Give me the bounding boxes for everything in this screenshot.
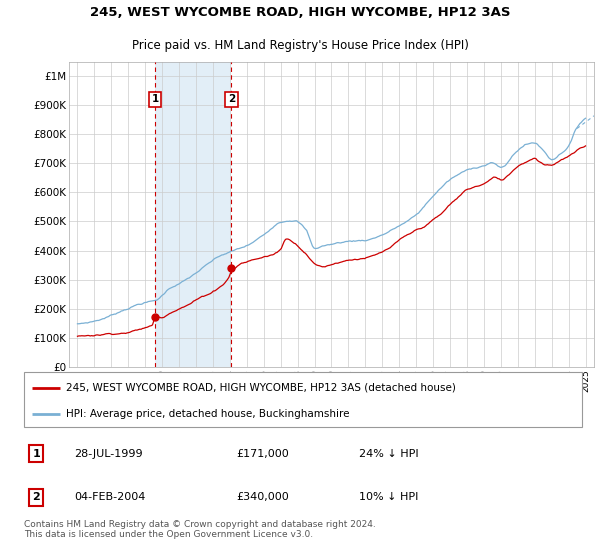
Text: HPI: Average price, detached house, Buckinghamshire: HPI: Average price, detached house, Buck… — [66, 409, 349, 418]
Text: Contains HM Land Registry data © Crown copyright and database right 2024.
This d: Contains HM Land Registry data © Crown c… — [24, 520, 376, 539]
Bar — [155, 62, 232, 367]
Text: 245, WEST WYCOMBE ROAD, HIGH WYCOMBE, HP12 3AS (detached house): 245, WEST WYCOMBE ROAD, HIGH WYCOMBE, HP… — [66, 383, 456, 393]
Text: £340,000: £340,000 — [236, 492, 289, 502]
Text: 245, WEST WYCOMBE ROAD, HIGH WYCOMBE, HP12 3AS: 245, WEST WYCOMBE ROAD, HIGH WYCOMBE, HP… — [90, 6, 510, 20]
FancyBboxPatch shape — [24, 372, 582, 427]
Text: 04-FEB-2004: 04-FEB-2004 — [74, 492, 146, 502]
Text: 2: 2 — [228, 95, 235, 104]
Text: 24% ↓ HPI: 24% ↓ HPI — [359, 449, 418, 459]
Text: 1: 1 — [151, 95, 158, 104]
Text: 1: 1 — [32, 449, 40, 459]
Text: Price paid vs. HM Land Registry's House Price Index (HPI): Price paid vs. HM Land Registry's House … — [131, 39, 469, 53]
Text: 10% ↓ HPI: 10% ↓ HPI — [359, 492, 418, 502]
Text: £171,000: £171,000 — [236, 449, 289, 459]
Text: 28-JUL-1999: 28-JUL-1999 — [74, 449, 143, 459]
Text: 2: 2 — [32, 492, 40, 502]
